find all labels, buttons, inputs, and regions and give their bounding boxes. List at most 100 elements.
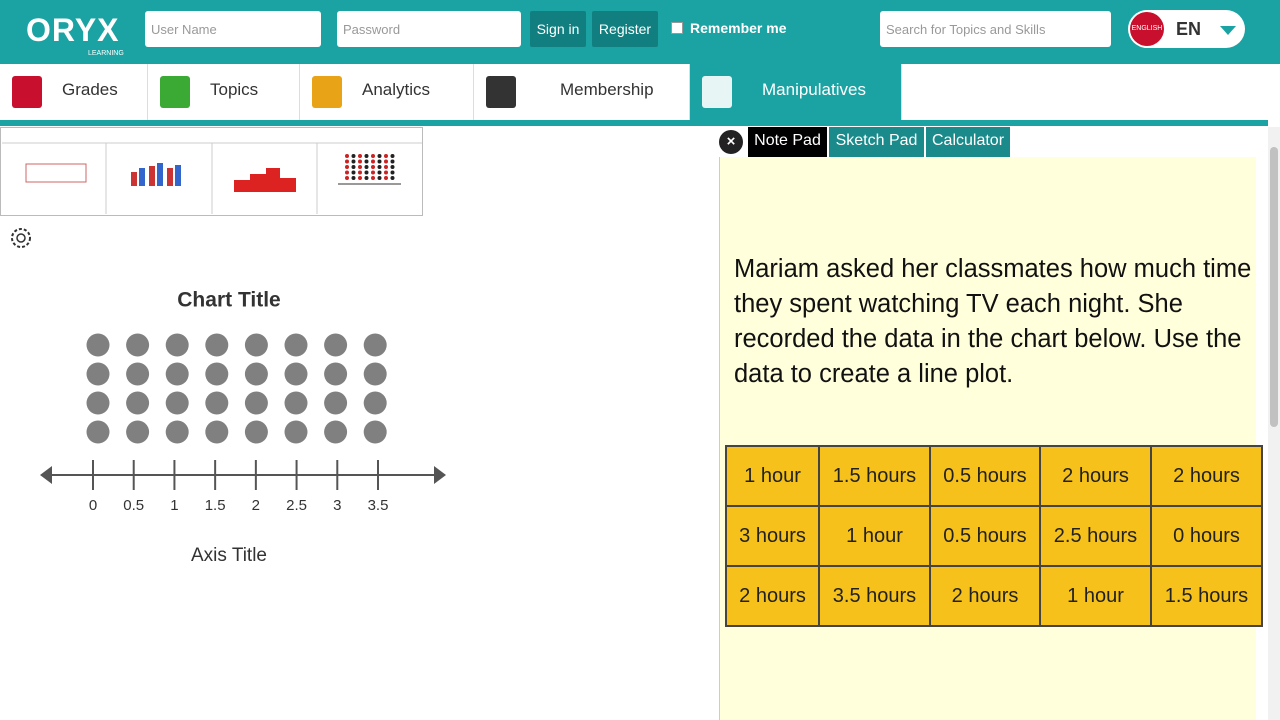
tab[interactable]: Calculator xyxy=(926,127,1010,157)
axis-title[interactable]: Axis Title xyxy=(191,545,267,566)
nav-underline xyxy=(0,120,1268,126)
icon-dot xyxy=(351,154,356,158)
settings-icon[interactable] xyxy=(6,223,36,253)
nav-item[interactable]: Topics xyxy=(148,64,300,120)
icon-dot xyxy=(351,159,356,164)
draggable-dot[interactable] xyxy=(86,362,110,386)
language-label: EN xyxy=(1176,19,1202,39)
line-plot: Chart Title Axis Title 0 0.5 1 1.5 2 2.5 3 3.5 xyxy=(40,289,446,566)
draggable-dot[interactable] xyxy=(86,420,110,444)
draggable-dot[interactable] xyxy=(126,362,150,386)
draggable-dot[interactable] xyxy=(205,333,229,357)
icon-bar-chart[interactable] xyxy=(131,163,181,186)
draggable-dot[interactable] xyxy=(165,362,189,386)
close-button[interactable]: × xyxy=(719,130,743,154)
chart-type-toolbox xyxy=(0,127,423,216)
password-input[interactable]: Password xyxy=(337,11,521,47)
nav-item[interactable]: Analytics xyxy=(300,64,474,120)
username-input[interactable]: User Name xyxy=(145,11,321,47)
icon-dot xyxy=(364,170,369,175)
nav-label: Topics xyxy=(210,80,259,99)
table-cell: 2 hours xyxy=(1150,445,1263,507)
draggable-dot[interactable] xyxy=(324,391,348,415)
search-input[interactable]: Search for Topics and Skills xyxy=(880,11,1111,47)
draggable-dot[interactable] xyxy=(244,420,268,444)
chart-title[interactable]: Chart Title xyxy=(177,289,280,312)
draggable-dot[interactable] xyxy=(363,362,387,386)
header: ORYX LEARNING User Name Password Sign in… xyxy=(0,0,1280,64)
table-cell: 0.5 hours xyxy=(929,445,1041,507)
table-row: 3 hours 1 hour 0.5 hours 2.5 hours 0 hours xyxy=(725,505,1263,567)
draggable-dot[interactable] xyxy=(126,333,150,357)
table-cell: 2 hours xyxy=(929,565,1041,627)
draggable-dot[interactable] xyxy=(324,420,348,444)
draggable-dot[interactable] xyxy=(205,362,229,386)
toolbox-icons xyxy=(2,142,422,214)
draggable-dot[interactable] xyxy=(363,391,387,415)
table-cell: 1.5 hours xyxy=(818,445,931,507)
sign-in-button[interactable]: Sign in xyxy=(530,11,586,47)
draggable-dot[interactable] xyxy=(165,420,189,444)
table-cell: 0.5 hours xyxy=(929,505,1041,567)
draggable-dot[interactable] xyxy=(363,420,387,444)
draggable-dot[interactable] xyxy=(324,362,348,386)
nav-item[interactable]: Grades xyxy=(0,64,148,120)
table-cell: 1 hour xyxy=(818,505,931,567)
nav-label: Manipulatives xyxy=(762,80,866,99)
icon-dot xyxy=(384,154,388,158)
icon-dot xyxy=(351,170,356,175)
icon-dot xyxy=(371,176,375,180)
draggable-dot[interactable] xyxy=(244,391,268,415)
tab[interactable]: Sketch Pad xyxy=(829,127,924,157)
language-selector[interactable]: ENGLISH EN xyxy=(1128,10,1245,48)
nav-bar: Grades Topics Analytics Membership Manipulat… xyxy=(0,64,1280,120)
table-cell: 0 hours xyxy=(1150,505,1263,567)
draggable-dot[interactable] xyxy=(205,420,229,444)
register-button[interactable]: Register xyxy=(592,11,658,47)
table-cell: 2 hours xyxy=(1039,445,1152,507)
draggable-dot[interactable] xyxy=(324,333,348,357)
icon-dot xyxy=(371,165,375,169)
draggable-dot[interactable] xyxy=(86,391,110,415)
tab[interactable]: Note Pad xyxy=(748,127,827,157)
icon-histogram[interactable] xyxy=(234,168,296,192)
draggable-dot[interactable] xyxy=(86,333,110,357)
table-row: 1 hour 1.5 hours 0.5 hours 2 hours 2 hours xyxy=(725,445,1263,507)
logo[interactable]: ORYX xyxy=(26,12,120,48)
draggable-dot[interactable] xyxy=(363,333,387,357)
draggable-dot[interactable] xyxy=(284,333,308,357)
tick-label: 0 xyxy=(89,497,97,514)
draggable-dot[interactable] xyxy=(126,420,150,444)
icon-dot xyxy=(371,170,375,175)
remember-checkbox[interactable] xyxy=(671,22,683,34)
icon-line-plot[interactable] xyxy=(338,154,401,185)
draggable-dot[interactable] xyxy=(165,391,189,415)
nav-icon xyxy=(486,76,516,108)
draggable-dot[interactable] xyxy=(284,362,308,386)
nav-icon xyxy=(12,76,42,108)
tick-label: 0.5 xyxy=(123,497,144,514)
draggable-dot[interactable] xyxy=(205,391,229,415)
draggable-dot[interactable] xyxy=(284,391,308,415)
icon-line-graph[interactable] xyxy=(25,163,87,183)
nav-icon xyxy=(160,76,190,108)
icon-dot xyxy=(377,165,382,169)
icon-dot xyxy=(390,154,395,158)
icon-dot xyxy=(390,176,395,180)
nav-label: Analytics xyxy=(362,80,431,99)
draggable-dot[interactable] xyxy=(126,391,150,415)
nav-item[interactable]: Manipulatives xyxy=(690,64,902,120)
draggable-dot[interactable] xyxy=(165,333,189,357)
remember-label: Remember me xyxy=(690,20,787,36)
tick-label: 3 xyxy=(333,497,341,514)
icon-dot xyxy=(390,165,395,169)
icon-dot xyxy=(345,170,349,175)
draggable-dot[interactable] xyxy=(284,420,308,444)
icon-dot xyxy=(358,165,362,169)
draggable-dot[interactable] xyxy=(244,333,268,357)
scrollbar-thumb[interactable] xyxy=(1270,147,1278,427)
icon-dot xyxy=(390,159,395,164)
logo-sub: LEARNING xyxy=(88,50,124,57)
draggable-dot[interactable] xyxy=(244,362,268,386)
nav-item[interactable]: Membership xyxy=(474,64,690,120)
